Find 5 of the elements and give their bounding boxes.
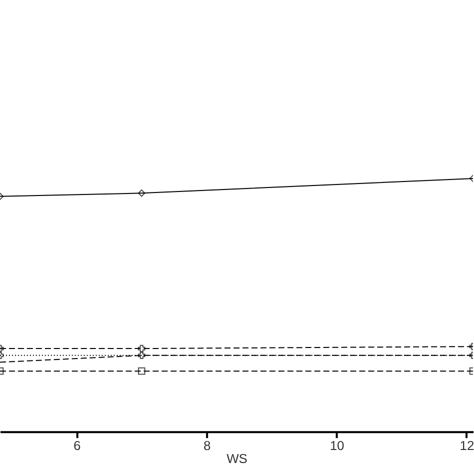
x-axis-title: WS [226, 451, 248, 466]
x-tick-label: 12 [460, 438, 474, 454]
x-tick-label: 10 [330, 438, 344, 454]
x-tick-label: 8 [204, 438, 211, 454]
x-tick-label: 6 [74, 438, 81, 454]
